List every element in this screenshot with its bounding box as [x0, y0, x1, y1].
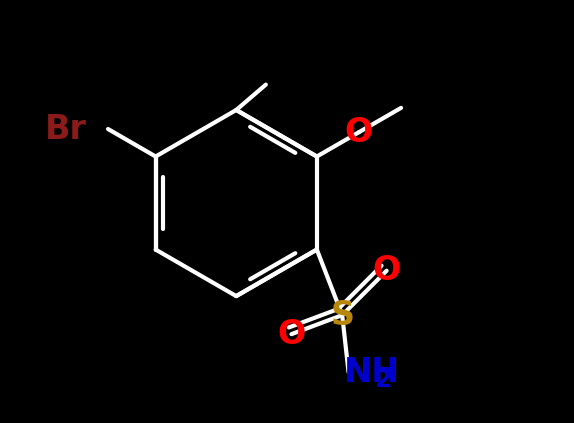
Text: S: S: [330, 299, 354, 332]
Text: NH: NH: [343, 356, 400, 389]
Text: O: O: [345, 115, 373, 149]
Text: Br: Br: [45, 113, 87, 146]
Text: O: O: [373, 254, 401, 287]
Text: 2: 2: [375, 368, 392, 392]
Text: O: O: [277, 318, 305, 351]
